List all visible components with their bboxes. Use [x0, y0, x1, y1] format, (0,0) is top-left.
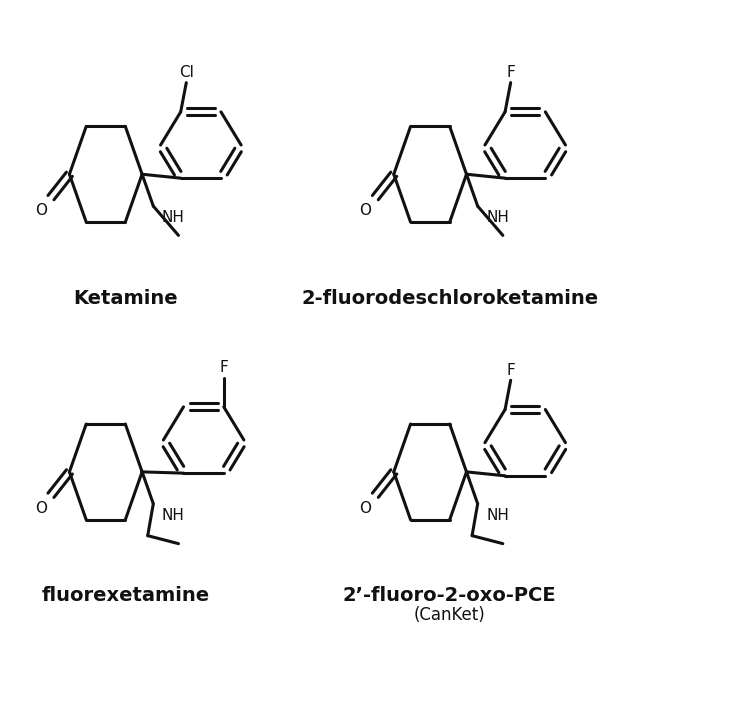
Text: O: O: [35, 203, 47, 218]
Text: 2’-fluoro-2-oxo-PCE: 2’-fluoro-2-oxo-PCE: [343, 587, 556, 605]
Text: NH: NH: [486, 210, 509, 225]
Text: F: F: [219, 360, 228, 375]
Text: O: O: [359, 500, 371, 516]
Text: F: F: [506, 65, 515, 80]
Text: NH: NH: [161, 210, 185, 225]
Text: NH: NH: [486, 508, 509, 523]
Text: NH: NH: [161, 508, 185, 523]
Text: fluorexetamine: fluorexetamine: [41, 587, 210, 605]
Text: O: O: [359, 203, 371, 218]
Text: 2-fluorodeschloroketamine: 2-fluorodeschloroketamine: [301, 288, 598, 308]
Text: (CanKet): (CanKet): [414, 606, 486, 624]
Text: Ketamine: Ketamine: [73, 288, 178, 308]
Text: Cl: Cl: [179, 65, 194, 80]
Text: O: O: [35, 500, 47, 516]
Text: F: F: [506, 363, 515, 378]
